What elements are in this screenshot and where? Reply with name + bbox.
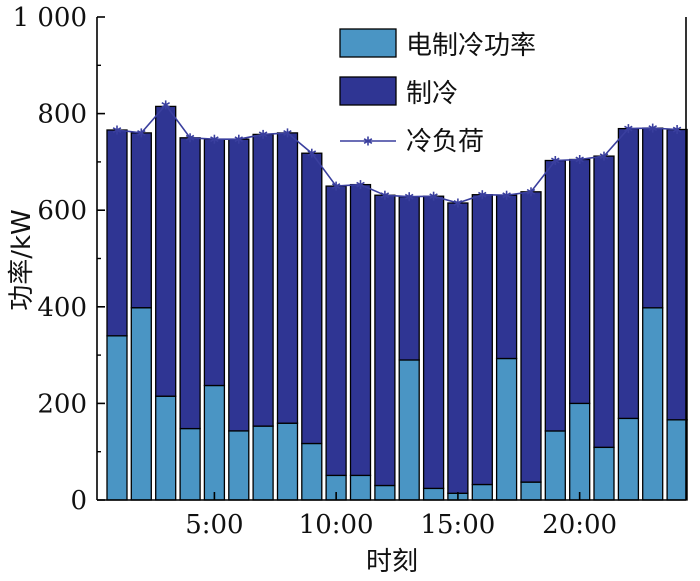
cold-load-point (283, 128, 292, 138)
bar-cooling (349, 183, 372, 477)
bar-cooling (617, 127, 640, 420)
bar-electric-cooling (593, 446, 615, 501)
bar-cooling (520, 191, 542, 483)
bar-cooling (106, 129, 128, 337)
legend-swatch-electric-cooling (339, 28, 397, 58)
bar-electric-cooling (301, 442, 323, 501)
x-tick-label: 20:00 (542, 510, 617, 540)
cold-load-point (429, 191, 438, 201)
bar-cooling (544, 159, 566, 432)
x-tick-label: 5:00 (185, 510, 243, 540)
bar-cooling (593, 155, 615, 448)
cold-load-line (116, 103, 678, 204)
bar-cooling (179, 137, 201, 430)
axes: 0 200 400 600 800 1 000 5:00 10:00 15:00 20:00 (13, 3, 687, 540)
bar-cooling (252, 133, 274, 427)
cold-load-point (599, 151, 609, 161)
cold-load-line-layer (112, 100, 682, 208)
legend-label-electric-cooling: 电制冷功率 (406, 31, 536, 61)
cold-load-point (477, 190, 487, 200)
bar-cooling (471, 194, 493, 486)
bar-cooling (666, 128, 688, 421)
y-tick-label: 600 (37, 196, 87, 226)
cold-load-point (453, 198, 463, 208)
cold-load-point (551, 156, 560, 165)
cold-load-point (404, 192, 414, 202)
cold-load-point (137, 128, 146, 138)
bar-cooling (325, 185, 347, 477)
bar-electric-cooling (642, 307, 664, 501)
y-tick-label: 400 (37, 293, 87, 323)
cold-load-point (307, 148, 317, 158)
cold-load-point (161, 100, 170, 110)
cold-load-point (648, 123, 657, 133)
cold-load-point (356, 180, 365, 190)
cold-load-point (210, 134, 219, 144)
x-tick-label: 15:00 (420, 510, 495, 540)
bar-electric-cooling (252, 425, 274, 501)
cold-load-point (258, 129, 268, 139)
legend-label-cooling: 制冷 (406, 79, 458, 109)
cold-load-point (672, 125, 682, 134)
x-axis-title: 时刻 (366, 547, 418, 577)
cold-load-point (502, 190, 511, 200)
cold-load-point (624, 124, 633, 134)
bar-electric-cooling (349, 474, 372, 501)
bar-cooling (642, 127, 664, 309)
bar-cooling (155, 105, 177, 397)
bar-cooling (203, 138, 226, 387)
bar-electric-cooling (617, 417, 640, 501)
bar-cooling (228, 138, 250, 432)
bar-cooling (422, 195, 445, 490)
bar-electric-cooling (569, 402, 591, 501)
bar-electric-cooling (276, 422, 299, 501)
bar-electric-cooling (228, 430, 250, 501)
cold-load-point (380, 190, 390, 200)
bar-cooling (130, 132, 152, 309)
bar-electric-cooling (106, 335, 128, 501)
y-tick-label: 0 (70, 486, 87, 516)
bar-electric-cooling (495, 357, 518, 501)
cold-load-point (234, 134, 244, 144)
bar-cooling (276, 132, 299, 424)
cold-load-point (185, 133, 195, 143)
bar-electric-cooling (398, 359, 420, 501)
bar-cooling (374, 194, 396, 487)
bar-electric-cooling (179, 427, 201, 501)
bar-electric-cooling (666, 419, 688, 501)
legend-swatch-cooling (339, 76, 397, 106)
bar-cooling (447, 202, 469, 494)
bar-electric-cooling (203, 384, 226, 501)
cold-load-point (112, 125, 122, 135)
bar-electric-cooling (471, 483, 493, 501)
bar-electric-cooling (520, 481, 542, 501)
y-tick-label: 800 (37, 100, 87, 130)
x-tick-label: 10:00 (299, 510, 374, 540)
cold-load-point (575, 155, 584, 164)
legend-label-cold-load: 冷负荷 (406, 127, 484, 157)
legend-marker-cold-load (363, 136, 373, 146)
bar-electric-cooling (155, 395, 177, 501)
y-tick-label: 1 000 (13, 3, 87, 33)
bars-layer (106, 105, 688, 501)
cold-load-point (331, 181, 341, 191)
bar-cooling (569, 158, 591, 405)
bar-electric-cooling (422, 487, 445, 501)
bar-electric-cooling (544, 430, 566, 501)
bar-cooling (301, 152, 323, 445)
bar-electric-cooling (374, 484, 396, 501)
y-tick-label: 200 (37, 389, 87, 419)
cold-load-point (526, 187, 536, 197)
bar-electric-cooling (130, 307, 152, 501)
y-axis-title: 功率/kW (7, 209, 37, 311)
bar-cooling (398, 196, 420, 361)
bar-cooling (495, 194, 518, 360)
